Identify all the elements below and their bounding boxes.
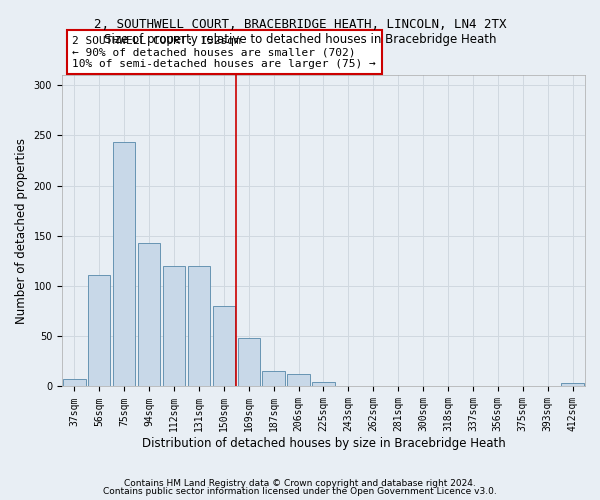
Bar (163, 266, 185, 386)
Text: 2, SOUTHWELL COURT, BRACEBRIDGE HEATH, LINCOLN, LN4 2TX: 2, SOUTHWELL COURT, BRACEBRIDGE HEATH, L… (94, 18, 506, 30)
Bar (562, 384, 584, 386)
Bar (138, 243, 160, 386)
Bar (212, 306, 235, 386)
Bar (238, 338, 260, 386)
Bar (88, 275, 110, 386)
X-axis label: Distribution of detached houses by size in Bracebridge Heath: Distribution of detached houses by size … (142, 437, 505, 450)
Text: Contains public sector information licensed under the Open Government Licence v3: Contains public sector information licen… (103, 487, 497, 496)
Bar (312, 382, 335, 386)
Text: Contains HM Land Registry data © Crown copyright and database right 2024.: Contains HM Land Registry data © Crown c… (124, 478, 476, 488)
Text: 2 SOUTHWELL COURT: 152sqm
← 90% of detached houses are smaller (702)
10% of semi: 2 SOUTHWELL COURT: 152sqm ← 90% of detac… (73, 36, 376, 69)
Text: Size of property relative to detached houses in Bracebridge Heath: Size of property relative to detached ho… (104, 32, 496, 46)
Bar (113, 142, 136, 386)
Y-axis label: Number of detached properties: Number of detached properties (15, 138, 28, 324)
Bar (63, 380, 86, 386)
Bar (287, 374, 310, 386)
Bar (262, 372, 285, 386)
Bar (188, 266, 210, 386)
